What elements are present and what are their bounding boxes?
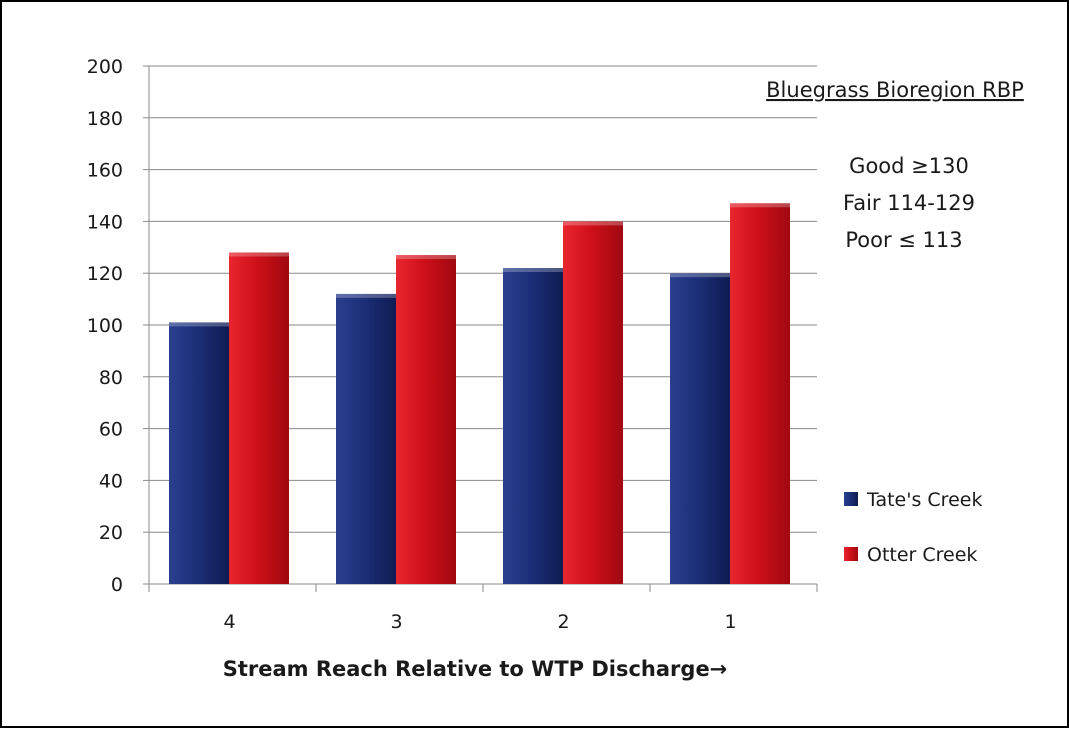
bar-tate-s-creek-3 <box>336 293 396 584</box>
threshold-poor: Poor ≤ 113 <box>845 228 962 252</box>
bar-otter-creek-2 <box>563 221 623 584</box>
bar-otter-creek-4 <box>229 252 289 585</box>
legend-swatch-otter-creek <box>844 547 858 561</box>
y-tick-label: 60 <box>99 419 123 441</box>
y-tick-label: 200 <box>87 56 123 78</box>
bar-highlight <box>169 322 229 327</box>
bar-highlight <box>503 268 563 273</box>
bar-tate-s-creek-2 <box>503 268 563 584</box>
x-tick-label: 2 <box>557 611 569 633</box>
legend-label-otter-creek: Otter Creek <box>867 544 977 566</box>
x-axis-label: Stream Reach Relative to WTP Discharge→ <box>223 657 728 681</box>
x-tick-label: 1 <box>724 611 736 633</box>
bar-highlight <box>229 252 289 257</box>
threshold-good: Good ≥130 <box>849 154 969 178</box>
y-tick-label: 80 <box>99 367 123 389</box>
legend-swatch-tates-creek <box>844 492 858 506</box>
bar-highlight <box>396 255 456 260</box>
bar-highlight <box>563 221 623 226</box>
y-tick-label: 180 <box>87 108 123 130</box>
bar-tate-s-creek-4 <box>169 322 229 584</box>
y-tick-label: 160 <box>87 160 123 182</box>
bar-highlight <box>730 203 790 208</box>
legend-label-tates-creek: Tate's Creek <box>866 489 982 511</box>
bar-otter-creek-1 <box>730 203 790 584</box>
y-tick-label: 0 <box>111 574 123 596</box>
y-tick-label: 20 <box>99 522 123 544</box>
y-tick-label: 140 <box>87 211 123 233</box>
y-tick-labels: 0 20 40 60 80 100 120 140 160 180 200 <box>87 56 123 596</box>
bar-highlight <box>336 293 396 298</box>
bar-otter-creek-3 <box>396 255 456 584</box>
legend: Tate's Creek Otter Creek <box>844 489 982 566</box>
y-tick-label: 40 <box>99 470 123 492</box>
region-title: Bluegrass Bioregion RBP <box>766 78 1024 102</box>
y-tick-label: 120 <box>87 263 123 285</box>
threshold-fair: Fair 114-129 <box>843 191 975 215</box>
x-tick-label: 4 <box>223 611 235 633</box>
x-tick-label: 3 <box>390 611 402 633</box>
bar-tate-s-creek-1 <box>670 273 730 584</box>
bars <box>169 203 790 585</box>
x-tick-labels: 4 3 2 1 <box>223 611 736 633</box>
y-tick-label: 100 <box>87 315 123 337</box>
bar-highlight <box>670 273 730 278</box>
